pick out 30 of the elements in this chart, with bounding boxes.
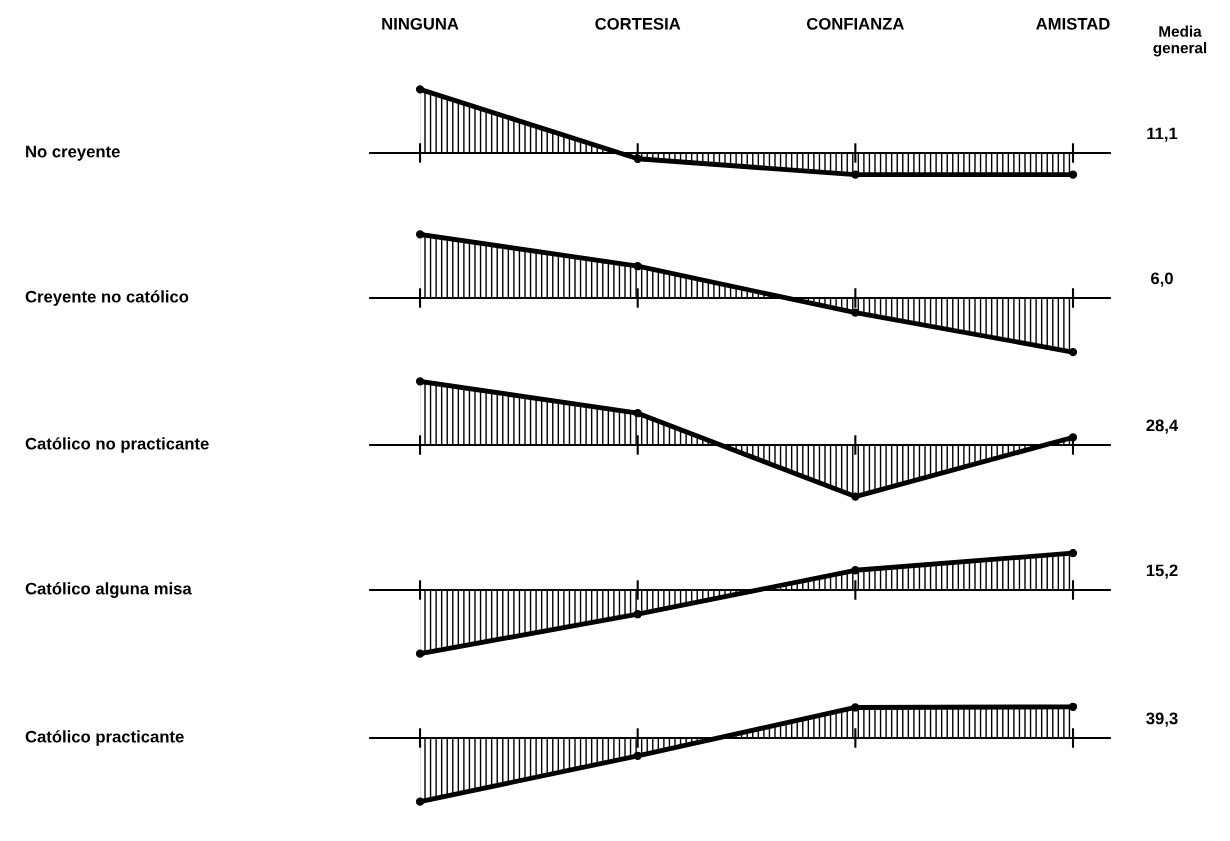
point: [415, 649, 425, 658]
point: [633, 409, 642, 418]
point: [851, 308, 860, 317]
point: [415, 797, 425, 806]
text: Media general: [1153, 25, 1207, 57]
point: [415, 230, 425, 239]
y-axis-title: Católico practicante: [25, 730, 184, 746]
point: [633, 262, 642, 271]
text: 11,1: [1147, 127, 1178, 142]
point: [851, 492, 860, 501]
y-axis-title: Católico alguna misa: [25, 582, 192, 598]
x-tick-label: CORTESIA: [595, 17, 681, 30]
point: [633, 751, 642, 760]
point: [415, 377, 425, 386]
text: 15,2: [1146, 564, 1178, 579]
text: 39,3: [1146, 712, 1178, 727]
y-axis-title: Católico no practicante: [25, 437, 209, 453]
x-tick-label: CONFIANZA: [806, 17, 904, 30]
point: [1068, 702, 1078, 711]
x-tick-label: AMISTAD: [1036, 17, 1110, 30]
point: [851, 566, 860, 575]
x-tick-label: NINGUNA: [382, 17, 459, 30]
point: [1068, 548, 1078, 558]
y-axis-title: No creyente: [26, 145, 120, 161]
text: 28,4: [1146, 419, 1179, 434]
text: 6,0: [1151, 272, 1173, 287]
point: [1068, 347, 1078, 357]
point: [851, 703, 860, 712]
y-axis-title: Creyente no católico: [25, 290, 189, 306]
point: [633, 610, 642, 619]
